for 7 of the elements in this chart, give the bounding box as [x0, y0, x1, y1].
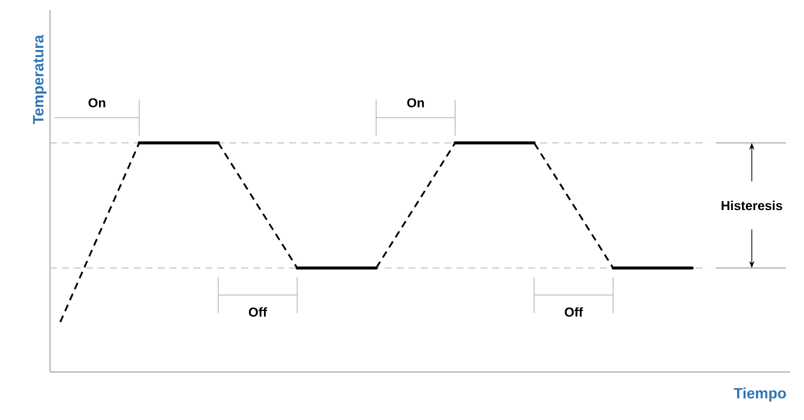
annotation: Off: [248, 307, 268, 317]
annotation: Off: [564, 307, 584, 317]
text: Histeresis: [722, 200, 782, 210]
text: On: [88, 98, 106, 108]
y-axis-title: Temperatura: [33, 34, 46, 124]
text: On: [407, 98, 424, 108]
x-axis-title: Tiempo: [734, 388, 786, 402]
